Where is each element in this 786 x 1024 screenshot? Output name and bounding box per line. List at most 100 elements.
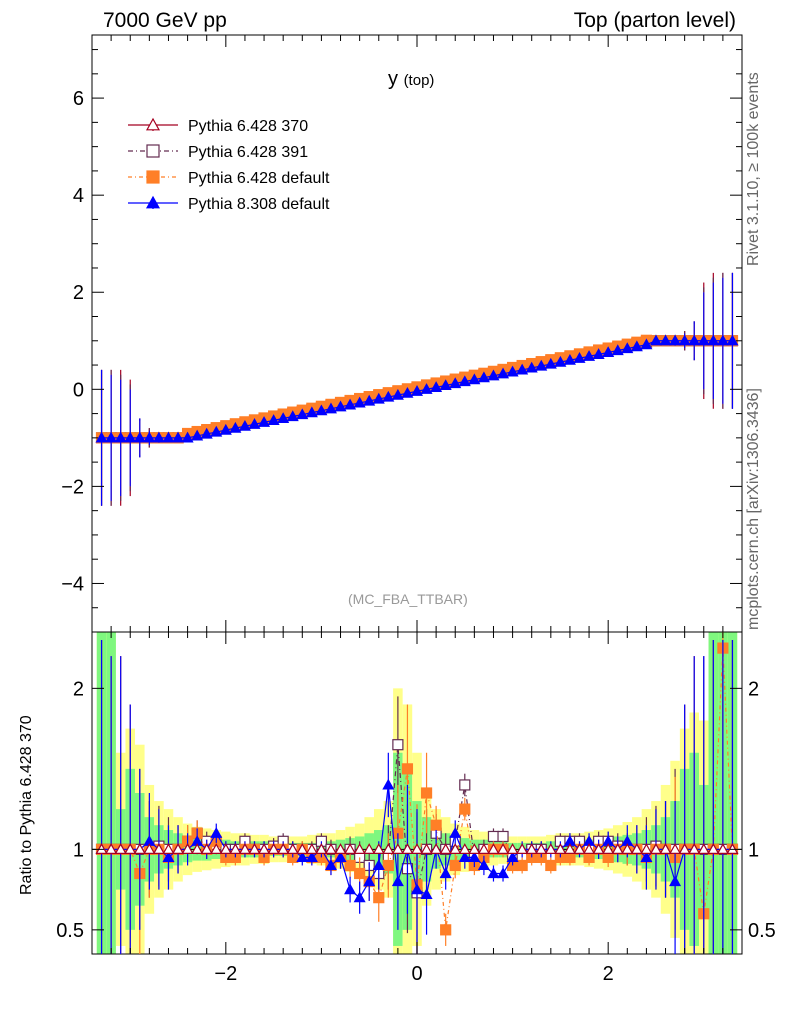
ratio-point [516,859,528,872]
data-point [697,334,710,346]
reference-point [516,843,529,854]
ratio-point [487,867,500,879]
data-point [277,412,290,424]
reference-point [248,843,261,854]
data-point [210,425,223,437]
ratio-point [449,859,461,872]
plot-title-sub: (top) [403,72,435,89]
reference-point [305,843,318,854]
data-point [143,431,156,443]
reference-point [401,843,414,854]
ratio-point [372,859,385,871]
legend-marker [146,170,160,184]
ratio-point [391,875,404,887]
ratio-point [353,891,366,903]
reference-point [286,843,299,854]
reference-point [458,843,471,854]
reference-point [334,843,347,854]
y-tick-label: −4 [61,573,84,595]
y-tick-label: −2 [61,476,84,498]
ratio-point [669,875,682,887]
reference-point [649,843,662,854]
reference-point [353,843,366,854]
reference-point [621,843,634,854]
data-point [716,334,729,346]
data-point [267,414,280,425]
data-point [296,408,309,420]
reference-point [315,843,328,854]
ratio-point [545,859,557,872]
x-tick-label: −2 [214,963,237,985]
ratio-point [354,867,366,880]
axis-ticks: −4 −2 0 2 4 6 0.5 0.5 1 1 2 2 −2 0 2 [56,35,776,985]
data-point [516,363,529,375]
ratio-point [382,859,394,872]
energy-label: 7000 GeV pp [103,9,227,32]
ratio-y-tick-label: 2 [73,678,84,700]
ratio-point [344,883,357,895]
legend-marker [145,195,161,209]
ratio-point [430,819,442,831]
reference-point [372,843,385,854]
data-point [124,431,137,443]
data-point [344,398,357,410]
reference-point [258,843,271,854]
data-point [258,416,271,427]
reference-point [716,843,729,854]
reference-point [439,843,452,854]
ratio-point [363,875,376,887]
data-point [324,402,337,414]
ratio-point [420,787,433,799]
reference-point [640,843,653,854]
reference-point [277,843,290,854]
legend-marker [145,117,161,131]
reference-point [449,843,462,854]
data-point [669,334,682,346]
data-point [602,346,615,358]
data-point [105,431,118,443]
legend-label: Pythia 6.428 391 [188,144,308,161]
legend-label: Pythia 8.308 default [188,196,330,213]
reference-point [391,843,404,854]
ratio-y-tick-label-right: 1 [748,839,759,861]
reference-point [430,843,443,854]
x-tick-label: 0 [411,963,422,985]
data-point [114,431,127,443]
y-tick-label: 6 [73,88,84,110]
ratio-point [458,851,471,863]
data-point [707,334,720,346]
data-point [458,375,471,387]
data-point [449,377,462,389]
reference-point [210,843,223,854]
plot-title-main: y [388,68,398,90]
ratio-point [344,859,356,872]
reference-point [296,843,309,854]
reference-point [506,843,519,854]
reference-point [525,843,538,854]
ratio-point [468,851,481,863]
reference-point [363,843,376,854]
ratio-point [305,851,318,863]
ratio-axis-label: Ratio to Pythia 6.428 370 [18,715,35,895]
y-tick-label: 4 [73,185,84,207]
legend-label: Pythia 6.428 default [188,170,330,187]
ratio-y-tick-label-right: 2 [748,678,759,700]
data-point [286,410,299,422]
reference-point [707,843,720,854]
data-point [506,365,519,377]
data-point [535,359,548,371]
data-point [554,355,567,367]
ratio-point [640,851,653,863]
reference-point [477,843,490,854]
data-point [248,418,261,429]
reference-point [544,843,557,854]
data-point [611,344,624,356]
plot-title: y (top) [388,68,434,91]
ratio-point [401,763,414,775]
data-point [95,431,108,443]
data-point [477,371,490,383]
x-tick-label: 2 [603,963,614,985]
reference-point [191,843,204,854]
ratio-y-tick-label-right: 0.5 [748,920,776,942]
